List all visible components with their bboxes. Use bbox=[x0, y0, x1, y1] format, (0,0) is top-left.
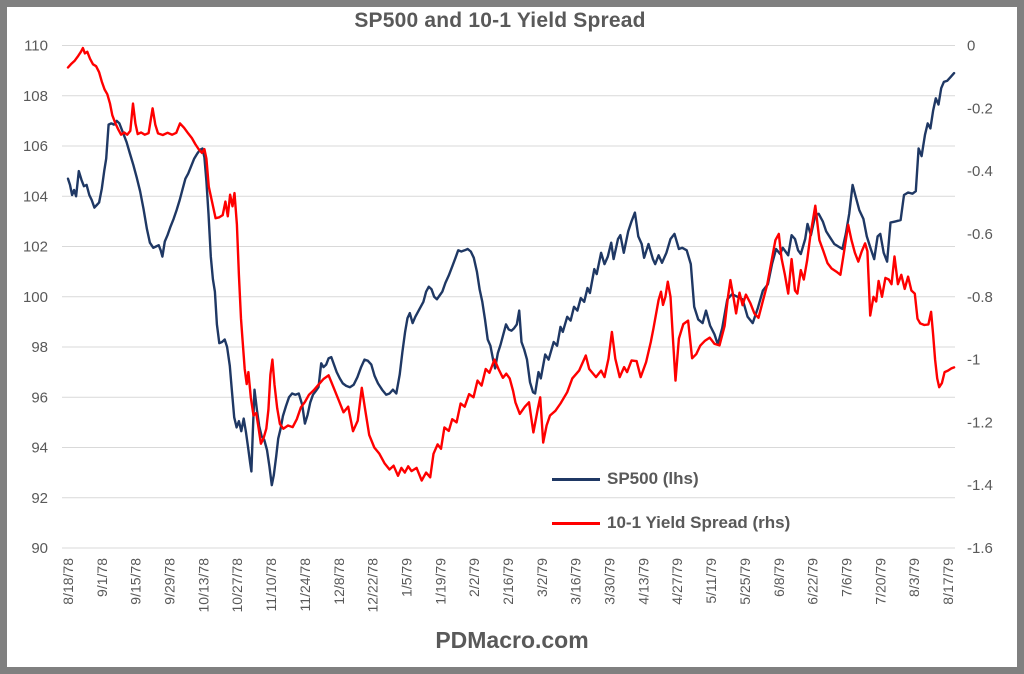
chart-title: SP500 and 10-1 Yield Spread bbox=[354, 9, 646, 32]
left-axis-tick-label: 92 bbox=[31, 490, 48, 507]
x-axis-tick-label: 9/15/78 bbox=[128, 558, 144, 605]
x-axis-tick-label: 5/11/79 bbox=[703, 558, 719, 604]
right-axis-tick-label: -1 bbox=[967, 352, 980, 369]
legend-label-yield-spread: 10-1 Yield Spread (rhs) bbox=[607, 513, 791, 532]
x-axis-tick-label: 8/18/78 bbox=[60, 558, 76, 605]
x-axis-tick-labels: 8/18/78 9/1/78 9/15/78 9/29/78 10/13/78 10/27… bbox=[60, 558, 956, 613]
left-axis-tick-label: 102 bbox=[23, 239, 48, 256]
x-axis-tick-label: 11/24/78 bbox=[297, 558, 313, 612]
left-axis-tick-label: 106 bbox=[23, 138, 48, 155]
x-axis-tick-label: 1/19/79 bbox=[432, 558, 448, 605]
x-axis-tick-label: 11/10/78 bbox=[263, 558, 279, 612]
footer-watermark: PDMacro.com bbox=[435, 627, 589, 653]
x-axis-tick-label: 2/16/79 bbox=[500, 558, 516, 605]
right-axis-tick-labels: 0 -0.2 -0.4 -0.6 -0.8 -1 -1.2 -1.4 -1.6 bbox=[967, 38, 993, 558]
x-axis-tick-label: 8/3/79 bbox=[906, 558, 922, 597]
right-axis-tick-label: -1.4 bbox=[967, 477, 993, 494]
x-axis-tick-label: 12/8/78 bbox=[331, 558, 347, 605]
left-axis-tick-label: 94 bbox=[31, 440, 48, 457]
x-axis-tick-label: 9/1/78 bbox=[94, 558, 110, 597]
right-axis-tick-label: -0.4 bbox=[967, 163, 993, 180]
x-axis-tick-label: 12/22/78 bbox=[365, 558, 381, 613]
right-axis-tick-label: -0.2 bbox=[967, 100, 993, 117]
legend: SP500 (lhs) 10-1 Yield Spread (rhs) bbox=[552, 468, 790, 556]
right-axis-tick-label: -0.6 bbox=[967, 226, 993, 243]
x-axis-tick-label: 2/2/79 bbox=[466, 558, 482, 597]
legend-label-sp500: SP500 (lhs) bbox=[607, 469, 699, 488]
x-axis-tick-label: 9/29/78 bbox=[162, 558, 178, 605]
x-axis-tick-label: 6/8/79 bbox=[771, 558, 787, 597]
right-axis-tick-label: -0.8 bbox=[967, 289, 993, 306]
right-axis-tick-label: -1.6 bbox=[967, 540, 993, 557]
left-axis-tick-label: 98 bbox=[31, 339, 48, 356]
sp500-line-swatch bbox=[552, 477, 600, 481]
left-axis-tick-label: 96 bbox=[31, 389, 48, 406]
gridlines bbox=[62, 45, 955, 549]
right-axis-tick-label: 0 bbox=[967, 38, 975, 55]
yield-spread-line-swatch bbox=[552, 521, 600, 525]
x-axis-tick-label: 10/27/78 bbox=[229, 558, 245, 613]
x-axis-tick-label: 6/22/79 bbox=[805, 558, 821, 605]
x-axis-tick-label: 7/20/79 bbox=[872, 558, 888, 605]
x-axis-tick-label: 4/13/79 bbox=[635, 558, 651, 605]
x-axis-tick-label: 3/2/79 bbox=[534, 558, 550, 597]
x-axis-tick-label: 10/13/78 bbox=[195, 558, 211, 613]
x-axis-tick-label: 3/16/79 bbox=[568, 558, 584, 605]
left-axis-tick-label: 100 bbox=[23, 289, 48, 306]
left-axis-tick-label: 108 bbox=[23, 88, 48, 105]
x-axis-tick-label: 5/25/79 bbox=[737, 558, 753, 605]
x-axis-tick-label: 7/6/79 bbox=[838, 558, 854, 597]
x-axis-tick-label: 1/5/79 bbox=[398, 558, 414, 597]
left-axis-tick-label: 110 bbox=[24, 38, 48, 55]
series-line-yield-spread bbox=[66, 46, 956, 482]
left-axis-tick-label: 104 bbox=[23, 188, 48, 205]
left-axis-tick-labels: 110 108 106 104 102 100 98 96 94 92 90 bbox=[23, 38, 48, 558]
x-axis-tick-label: 4/27/79 bbox=[669, 558, 685, 605]
x-axis-tick-label: 3/30/79 bbox=[602, 558, 618, 605]
right-axis-tick-label: -1.2 bbox=[967, 414, 993, 431]
x-axis-tick-label: 8/17/79 bbox=[940, 558, 956, 605]
series-line-sp500 bbox=[66, 71, 956, 487]
legend-item-sp500: SP500 (lhs) bbox=[552, 468, 790, 490]
left-axis-tick-label: 90 bbox=[31, 540, 48, 557]
legend-item-yield-spread: 10-1 Yield Spread (rhs) bbox=[552, 512, 790, 534]
